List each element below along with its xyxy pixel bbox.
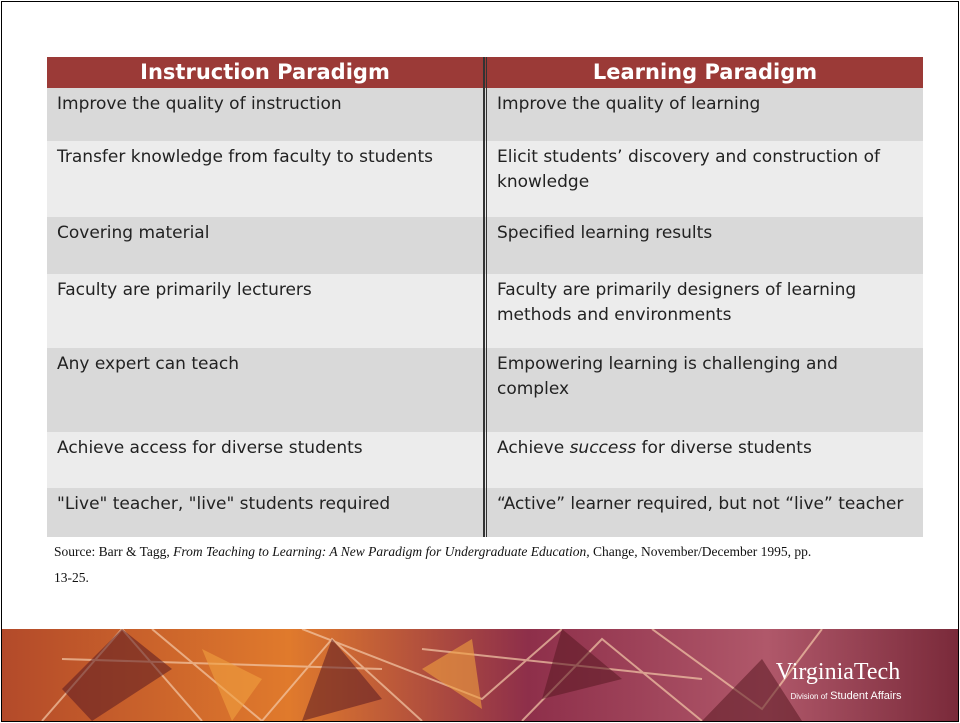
table-cell: Covering material xyxy=(47,217,484,274)
header-cell: Instruction Paradigm xyxy=(47,57,484,88)
division: Division of Student Affairs xyxy=(790,690,902,702)
source-note: Source: Barr & Tagg, From Teaching to Le… xyxy=(54,539,814,591)
table-row: Covering material Specified learning resu… xyxy=(47,217,923,274)
source-suffix: Change, November/December 1995, pp. 13-2… xyxy=(54,544,812,585)
table-row: "Live" teacher, "live" students required… xyxy=(47,488,923,537)
cell-text: Achieve xyxy=(497,438,570,458)
table-cell: Faculty are primarily lecturers xyxy=(47,274,484,348)
cell-text: success xyxy=(569,438,637,458)
table-row: Improve the quality of instruction Improv… xyxy=(47,88,923,141)
table-cell: Improve the quality of learning xyxy=(484,88,923,141)
table-cell: Empowering learning is challenging and c… xyxy=(484,348,923,432)
division-prefix: Division of xyxy=(790,692,828,701)
source-title: From Teaching to Learning: A New Paradig… xyxy=(173,544,590,559)
table-cell: Transfer knowledge from faculty to stude… xyxy=(47,141,484,217)
table-cell: Improve the quality of instruction xyxy=(47,88,484,141)
footer-banner: VirginiaTech Division of Student Affairs xyxy=(2,629,958,721)
table-cell: Specified learning results xyxy=(484,217,923,274)
table-cell: Faculty are primarily designers of learn… xyxy=(484,274,923,348)
table-row: Achieve access for diverse students Achie… xyxy=(47,432,923,488)
table-cell: Achieve success for diverse students xyxy=(484,432,923,488)
logo: VirginiaTech xyxy=(776,659,900,685)
header-row: Instruction Paradigm Learning Paradigm xyxy=(47,57,923,88)
table: Instruction Paradigm Learning Paradigm I… xyxy=(47,57,923,537)
division-name: Student Affairs xyxy=(830,690,902,702)
header-cell: Learning Paradigm xyxy=(484,57,923,88)
table-row: Transfer knowledge from faculty to stude… xyxy=(47,141,923,217)
table-cell: Achieve access for diverse students xyxy=(47,432,484,488)
source-prefix: Source: Barr & Tagg, xyxy=(54,544,174,559)
table-row: Any expert can teach Empowering learning … xyxy=(47,348,923,432)
table-cell: “Active” learner required, but not “live… xyxy=(484,488,923,537)
table-cell: "Live" teacher, "live" students required xyxy=(47,488,484,537)
table-row: Faculty are primarily lecturers Faculty a… xyxy=(47,274,923,348)
cell-text: for diverse students xyxy=(636,438,812,458)
table-cell: Elicit students’ discovery and construct… xyxy=(484,141,923,217)
table-cell: Any expert can teach xyxy=(47,348,484,432)
